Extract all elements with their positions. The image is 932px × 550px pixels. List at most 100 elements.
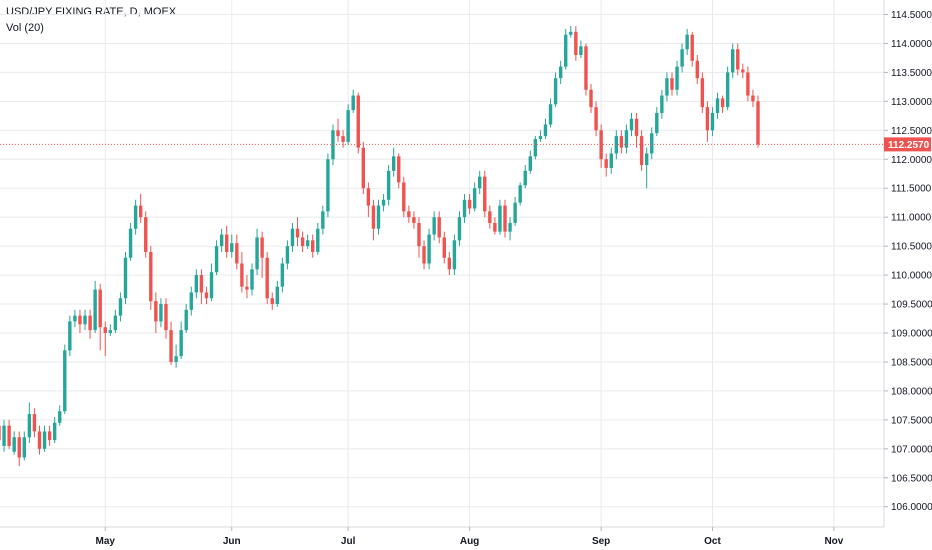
candle[interactable]: [660, 89, 664, 119]
candle[interactable]: [650, 127, 654, 160]
candle[interactable]: [68, 315, 72, 357]
candle[interactable]: [391, 147, 396, 177]
candle[interactable]: [386, 165, 391, 206]
candle[interactable]: [629, 112, 634, 137]
candle[interactable]: [690, 31, 694, 67]
candle[interactable]: [427, 228, 431, 270]
candle[interactable]: [159, 298, 163, 328]
candle[interactable]: [543, 118, 548, 139]
candle[interactable]: [138, 194, 143, 223]
candle[interactable]: [376, 199, 381, 235]
candle[interactable]: [17, 431, 21, 467]
candle[interactable]: [179, 321, 183, 360]
candle[interactable]: [574, 26, 578, 61]
candle[interactable]: [498, 199, 502, 235]
candle[interactable]: [381, 194, 386, 212]
candle[interactable]: [169, 321, 173, 365]
candle[interactable]: [371, 199, 376, 241]
candle[interactable]: [584, 43, 588, 96]
candle[interactable]: [189, 286, 193, 316]
candle[interactable]: [184, 304, 188, 333]
candle[interactable]: [366, 182, 371, 218]
candle[interactable]: [346, 104, 350, 145]
candle[interactable]: [37, 425, 42, 455]
candle[interactable]: [280, 257, 285, 293]
candle[interactable]: [204, 286, 209, 305]
candle[interactable]: [488, 205, 492, 229]
candle[interactable]: [321, 205, 325, 235]
candle[interactable]: [644, 147, 649, 189]
candle[interactable]: [670, 72, 674, 96]
candle[interactable]: [52, 416, 57, 444]
price-axis[interactable]: 106.0000 106.5000 107.0000 107.5000 108.0000…: [883, 0, 932, 527]
candle[interactable]: [209, 263, 214, 302]
candle[interactable]: [154, 292, 158, 333]
candle[interactable]: [619, 130, 624, 154]
candle[interactable]: [680, 43, 684, 73]
candle[interactable]: [472, 182, 477, 212]
candle[interactable]: [665, 72, 669, 102]
candle[interactable]: [589, 83, 593, 113]
candle[interactable]: [594, 101, 598, 137]
candle[interactable]: [149, 246, 153, 310]
candle[interactable]: [518, 182, 522, 206]
candle[interactable]: [290, 222, 295, 252]
candle[interactable]: [295, 217, 300, 247]
candle[interactable]: [174, 344, 178, 368]
candle[interactable]: [78, 309, 82, 333]
candle[interactable]: [42, 425, 47, 452]
candle[interactable]: [493, 217, 497, 235]
candle[interactable]: [736, 43, 740, 76]
candle[interactable]: [513, 196, 517, 226]
candle[interactable]: [685, 28, 689, 56]
candle[interactable]: [300, 231, 305, 252]
candle[interactable]: [194, 269, 199, 299]
candle[interactable]: [225, 225, 229, 258]
candle[interactable]: [397, 153, 401, 189]
candle[interactable]: [503, 199, 507, 238]
candle[interactable]: [356, 92, 360, 154]
candle[interactable]: [144, 211, 148, 258]
candle[interactable]: [700, 72, 705, 113]
candle[interactable]: [341, 130, 345, 148]
time-axis[interactable]: MayJunJulAugSepOctNovDec20: [0, 526, 932, 547]
candle[interactable]: [624, 124, 629, 154]
candle[interactable]: [538, 130, 543, 142]
candle[interactable]: [32, 408, 37, 438]
candle[interactable]: [93, 280, 97, 333]
candle[interactable]: [27, 402, 32, 444]
candle[interactable]: [452, 234, 457, 276]
candle[interactable]: [548, 98, 553, 128]
candle[interactable]: [675, 60, 679, 96]
candle[interactable]: [58, 405, 62, 426]
candle[interactable]: [437, 211, 441, 244]
candle[interactable]: [483, 170, 487, 218]
candle[interactable]: [103, 321, 107, 357]
candle[interactable]: [219, 228, 224, 252]
candle[interactable]: [746, 66, 750, 102]
candle[interactable]: [0, 423, 1, 449]
candle[interactable]: [634, 112, 639, 148]
candle[interactable]: [528, 150, 532, 174]
candle[interactable]: [351, 89, 355, 113]
candle[interactable]: [83, 309, 87, 331]
candle[interactable]: [275, 280, 279, 307]
candle[interactable]: [695, 55, 699, 84]
candle[interactable]: [655, 107, 659, 137]
candle[interactable]: [265, 251, 269, 305]
candle[interactable]: [88, 309, 92, 339]
candle[interactable]: [741, 63, 745, 79]
candle[interactable]: [255, 228, 259, 276]
candle[interactable]: [128, 222, 133, 261]
candle[interactable]: [533, 136, 538, 160]
candle[interactable]: [478, 170, 482, 195]
candle[interactable]: [22, 431, 26, 461]
candle[interactable]: [402, 176, 406, 218]
candle[interactable]: [260, 231, 264, 278]
candle[interactable]: [553, 72, 558, 108]
candle[interactable]: [564, 28, 568, 70]
candle[interactable]: [725, 66, 730, 111]
candle[interactable]: [245, 275, 249, 299]
candle[interactable]: [422, 240, 426, 270]
